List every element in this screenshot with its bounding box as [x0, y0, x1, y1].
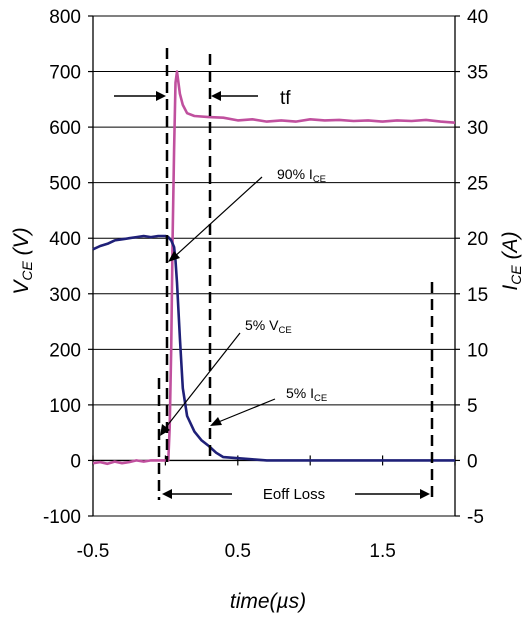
y-right-tick-label: 20	[467, 229, 488, 250]
tf-arrows	[114, 91, 258, 101]
annotation-ice5: 5% ICE	[286, 385, 327, 404]
y-right-tick-label: 35	[467, 63, 488, 84]
ice90-arrow	[173, 177, 262, 258]
x-axis-title: time(µs)	[230, 590, 306, 613]
y-left-tick-label: 0	[70, 451, 81, 472]
x-tick-label: -0.5	[77, 541, 110, 562]
tick-labels: -100 0 100 200 300 400 500 600 700 800 -5 0 5 10 15 20 2…	[43, 7, 488, 562]
eoff-arrowhead-right	[420, 489, 430, 499]
eoff-label: Eoff Loss	[263, 486, 325, 503]
y-left-tick-label: 400	[49, 229, 81, 250]
y-right-tick-label: 10	[467, 340, 488, 361]
y-right-tick-label: 15	[467, 285, 488, 306]
y-left-tick-label: 100	[49, 396, 81, 417]
y-left-tick-label: 300	[49, 285, 81, 306]
gridlines	[93, 16, 455, 516]
y-left-tick-label: 700	[49, 63, 81, 84]
tf-arrowhead-right	[211, 91, 221, 101]
y-left-tick-label: 200	[49, 340, 81, 361]
tf-label: tf	[280, 88, 291, 109]
y-right-tick-label: -5	[467, 507, 484, 528]
tf-arrowhead-left	[156, 91, 166, 101]
ice5-arrow	[216, 399, 275, 423]
y-right-tick-label: 40	[467, 7, 488, 28]
axes	[88, 16, 460, 516]
ice5-arrowhead	[210, 417, 222, 426]
y-right-tick-label: 25	[467, 174, 488, 195]
y-right-tick-label: 0	[467, 451, 478, 472]
annotation-vce5: 5% VCE	[245, 317, 292, 336]
y-axis-title-left: VCE (V)	[10, 227, 35, 294]
y-right-tick-label: 30	[467, 118, 488, 139]
vce5-arrow	[163, 333, 240, 431]
ice-current-line	[93, 236, 455, 460]
x-tick-label: 1.5	[369, 541, 395, 562]
y-left-tick-label: 600	[49, 118, 81, 139]
x-tick-label: 0.5	[225, 541, 251, 562]
y-left-tick-label: 800	[49, 7, 81, 28]
annotation-ice90: 90% ICE	[277, 166, 326, 185]
y-axis-title-right: ICE (A)	[499, 231, 524, 290]
y-right-tick-label: 5	[467, 396, 478, 417]
y-left-tick-label: -100	[43, 507, 81, 528]
y-left-tick-label: 500	[49, 174, 81, 195]
eoff-arrowhead-left	[162, 489, 172, 499]
